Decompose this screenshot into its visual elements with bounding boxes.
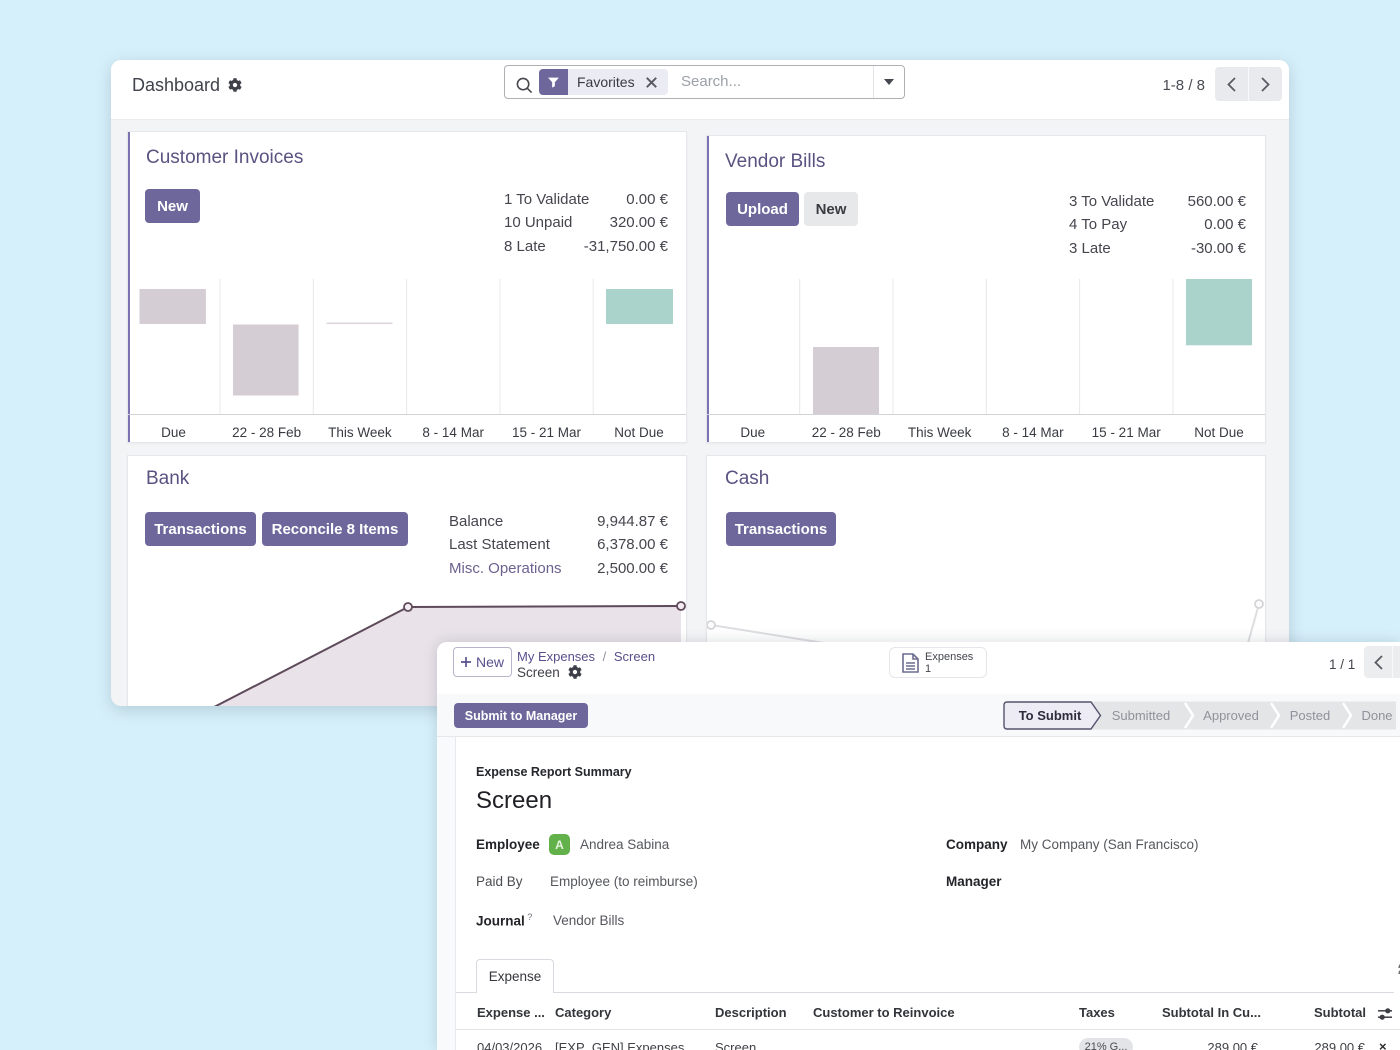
- svg-text:22 - 28 Feb: 22 - 28 Feb: [812, 425, 881, 440]
- svg-text:This Week: This Week: [908, 425, 972, 440]
- svg-text:Due: Due: [161, 425, 186, 440]
- svg-text:Not Due: Not Due: [1194, 425, 1244, 440]
- svg-text:Approved: Approved: [1203, 708, 1259, 723]
- svg-text:This Week: This Week: [328, 425, 392, 440]
- svg-text:15 - 21 Mar: 15 - 21 Mar: [1092, 425, 1162, 440]
- svg-text:Not Due: Not Due: [614, 425, 664, 440]
- svg-text:To Submit: To Submit: [1019, 708, 1082, 723]
- svg-text:15 - 21 Mar: 15 - 21 Mar: [512, 425, 582, 440]
- svg-text:8 - 14 Mar: 8 - 14 Mar: [1002, 425, 1064, 440]
- svg-text:Done: Done: [1361, 708, 1392, 723]
- svg-text:Submitted: Submitted: [1112, 708, 1171, 723]
- svg-text:8 - 14 Mar: 8 - 14 Mar: [422, 425, 484, 440]
- svg-text:Posted: Posted: [1290, 708, 1330, 723]
- svg-text:Due: Due: [740, 425, 765, 440]
- svg-text:22 - 28 Feb: 22 - 28 Feb: [232, 425, 301, 440]
